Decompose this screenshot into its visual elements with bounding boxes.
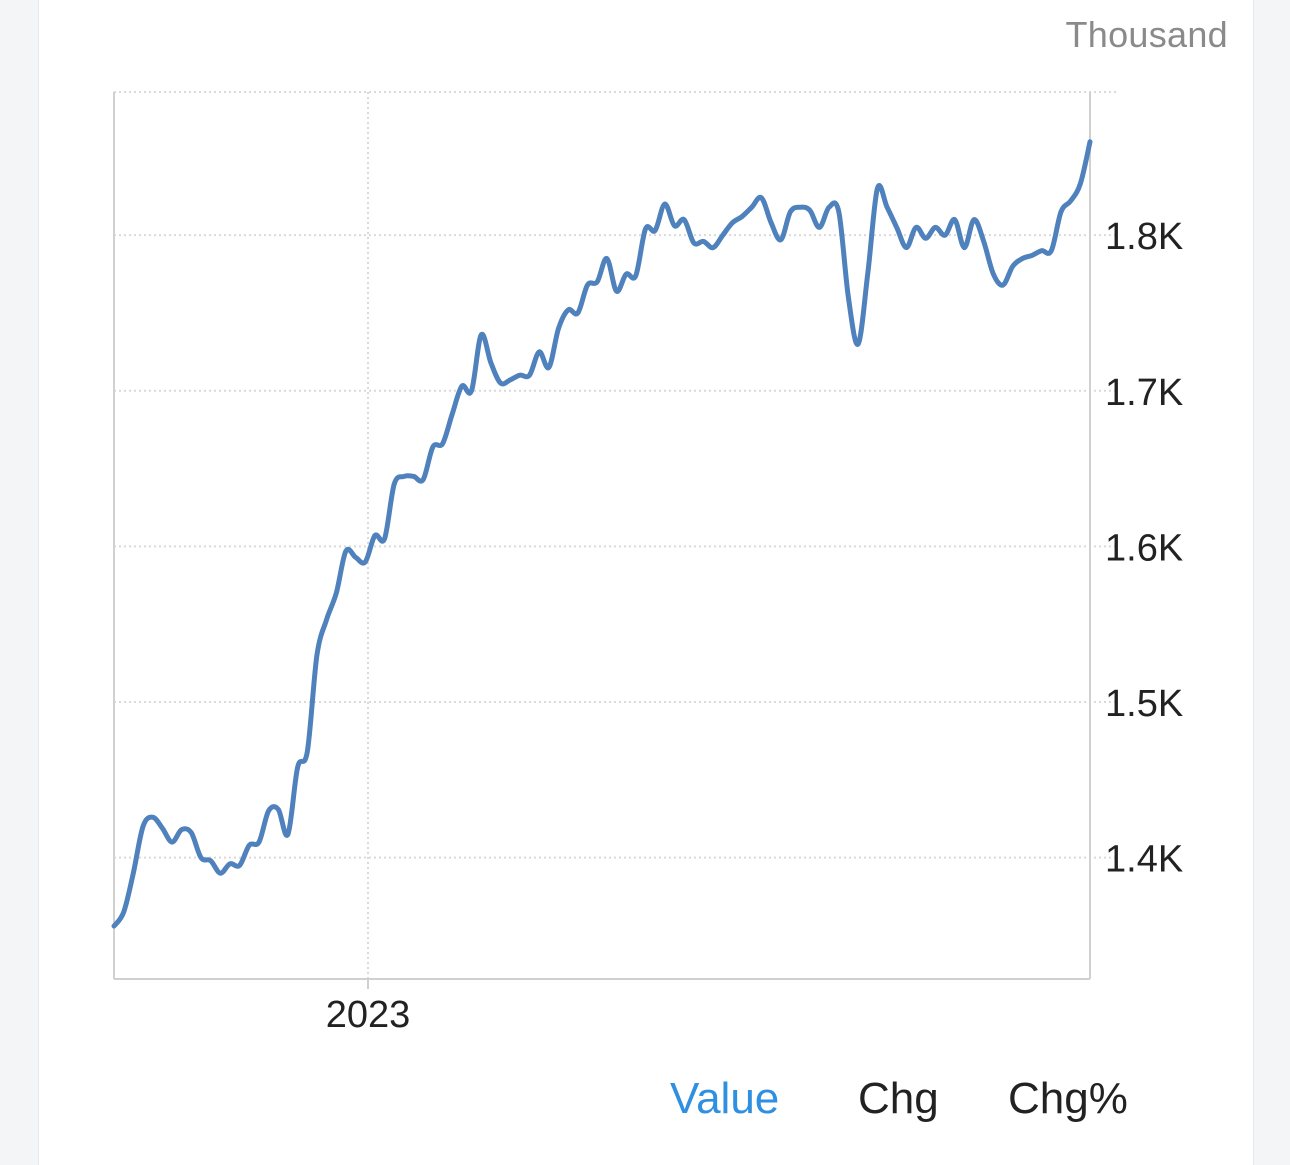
y-tick-label: 1.5K	[1105, 683, 1183, 725]
chg-percent-toggle[interactable]: Chg%	[1008, 1074, 1128, 1123]
y-tick-label: 1.4K	[1105, 839, 1183, 881]
chart-card	[38, 0, 1254, 1165]
line-chart: 1.4K 1.5K 1.6K 1.7K 1.8K 2023	[111, 91, 1183, 1036]
y-tick-label: 1.7K	[1105, 372, 1183, 414]
x-tick-label: 2023	[326, 994, 411, 1036]
value-toggle[interactable]: Value	[670, 1074, 780, 1123]
series-line	[111, 139, 1093, 929]
tick-labels: 1.4K 1.5K 1.6K 1.7K 1.8K 2023	[326, 216, 1183, 1036]
unit-label: Thousand	[1065, 14, 1228, 55]
y-tick-label: 1.6K	[1105, 527, 1183, 569]
chg-toggle[interactable]: Chg	[858, 1074, 939, 1123]
series	[111, 139, 1093, 929]
y-tick-label: 1.8K	[1105, 216, 1183, 258]
axes	[113, 92, 1091, 989]
gridlines	[114, 91, 1118, 979]
